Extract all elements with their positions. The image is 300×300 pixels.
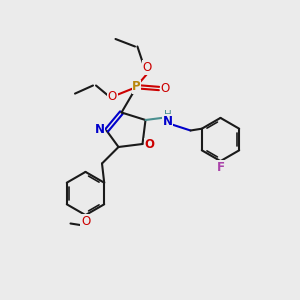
Text: O: O [144, 138, 154, 152]
Text: O: O [108, 89, 117, 103]
Text: O: O [160, 82, 169, 95]
Text: N: N [95, 123, 105, 136]
Text: H: H [164, 110, 171, 120]
Text: N: N [162, 115, 172, 128]
Text: F: F [217, 160, 224, 174]
Text: O: O [81, 214, 90, 228]
Text: O: O [142, 61, 152, 74]
Text: P: P [132, 80, 141, 94]
